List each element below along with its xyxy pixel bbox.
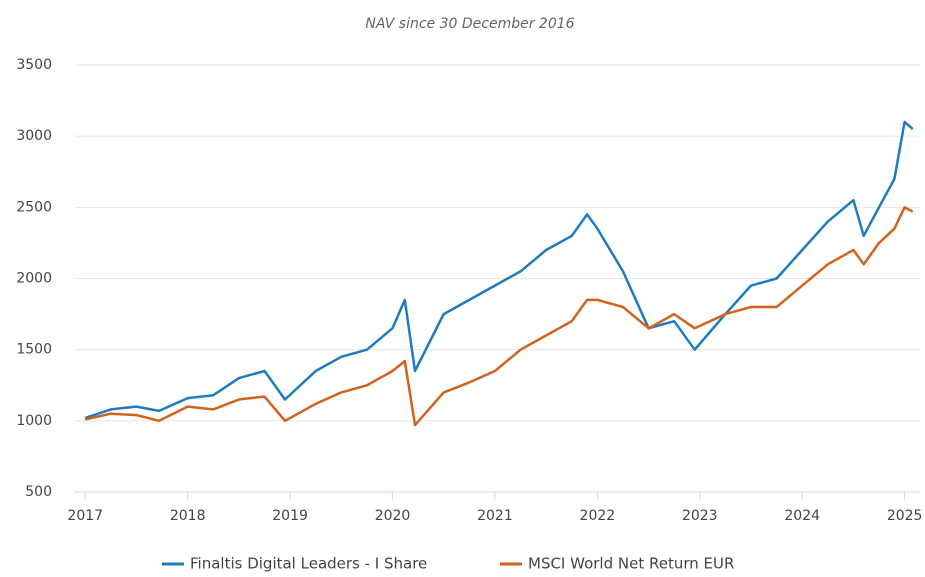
x-tick-label: 2021 <box>477 508 513 524</box>
x-tick-label: 2025 <box>887 508 923 524</box>
x-tick-label: 2023 <box>682 508 718 524</box>
x-tick-label: 2018 <box>170 508 206 524</box>
x-tick-label: 2024 <box>784 508 820 524</box>
x-tick-label: 2017 <box>67 508 103 524</box>
x-tick-label: 2020 <box>375 508 411 524</box>
series-line <box>84 206 914 427</box>
series-line <box>84 120 914 420</box>
y-tick-label: 2500 <box>16 199 52 215</box>
y-tick-label: 3500 <box>16 57 52 73</box>
y-tick-label: 1000 <box>16 413 52 429</box>
chart-title: NAV since 30 December 2016 <box>365 16 574 32</box>
legend-label: Finaltis Digital Leaders - I Share <box>190 555 427 573</box>
legend-label: MSCI World Net Return EUR <box>528 555 734 573</box>
y-tick-label: 500 <box>25 484 52 500</box>
y-tick-label: 2000 <box>16 271 52 287</box>
y-tick-label: 1500 <box>16 342 52 358</box>
y-tick-label: 3000 <box>16 128 52 144</box>
x-tick-label: 2022 <box>580 508 616 524</box>
x-tick-label: 2019 <box>272 508 308 524</box>
